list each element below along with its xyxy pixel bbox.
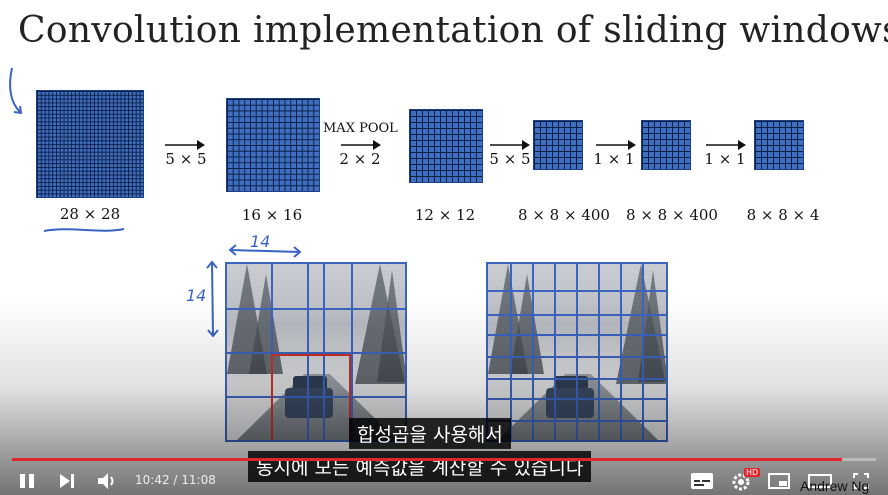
input-grid-28x28 [36,90,144,198]
fullscreen-icon[interactable] [852,472,870,490]
op-label: 1 × 1 [704,150,746,168]
settings-icon[interactable] [730,471,752,493]
subtitle-line-2: 동시에 모든 예측값을 계산할 수 있습니다 [248,451,592,482]
stage-label: 8 × 8 × 4 [746,206,820,224]
time-display: 10:42 / 11:08 [135,473,216,487]
handwritten-underline [43,228,125,232]
arrow-icon [341,140,381,150]
next-icon[interactable] [58,472,76,490]
progress-fill [12,458,843,461]
pause-icon[interactable] [18,472,36,490]
arrow-icon [706,140,746,150]
time-separator: / [173,473,182,487]
hd-badge: HD [744,468,761,477]
theater-icon[interactable] [808,473,832,489]
progress-bar[interactable] [12,458,876,461]
handwritten-width-arrow [228,244,302,258]
current-time: 10:42 [135,473,170,487]
stage-label: 16 × 16 [241,206,303,224]
arrow-icon [165,140,205,150]
conv1-grid-16x16 [226,98,320,192]
stage-label: 12 × 12 [414,206,476,224]
slide-title: Convolution implementation of sliding wi… [18,10,888,51]
subtitles-icon[interactable] [690,472,714,490]
op-label: 5 × 5 [165,150,207,168]
volume-icon[interactable] [96,470,118,492]
op-label: 1 × 1 [593,150,635,168]
fc-grid-8x8x400-a [533,120,583,170]
op-label: 2 × 2 [339,150,381,168]
arrow-icon [596,140,636,150]
stage-label: 8 × 8 × 400 [626,206,718,224]
maxpool-header: MAX POOL [323,121,398,136]
miniplayer-icon[interactable] [768,473,790,489]
stage-label: 28 × 28 [59,205,121,223]
arrow-icon [490,140,530,150]
op-label: 5 × 5 [489,150,531,168]
handwritten-arrow [9,67,23,115]
subtitle-line-1: 합성곱을 사용해서 [349,418,511,449]
pool-grid-12x12 [409,109,483,183]
handwritten-width-label: 14 [250,232,271,251]
author-credit: Andrew Ng [800,478,870,494]
fc-grid-8x8x400-b [641,120,691,170]
stage-label: 8 × 8 × 400 [518,206,610,224]
output-grid-8x8x4 [754,120,804,170]
duration: 11:08 [181,473,216,487]
